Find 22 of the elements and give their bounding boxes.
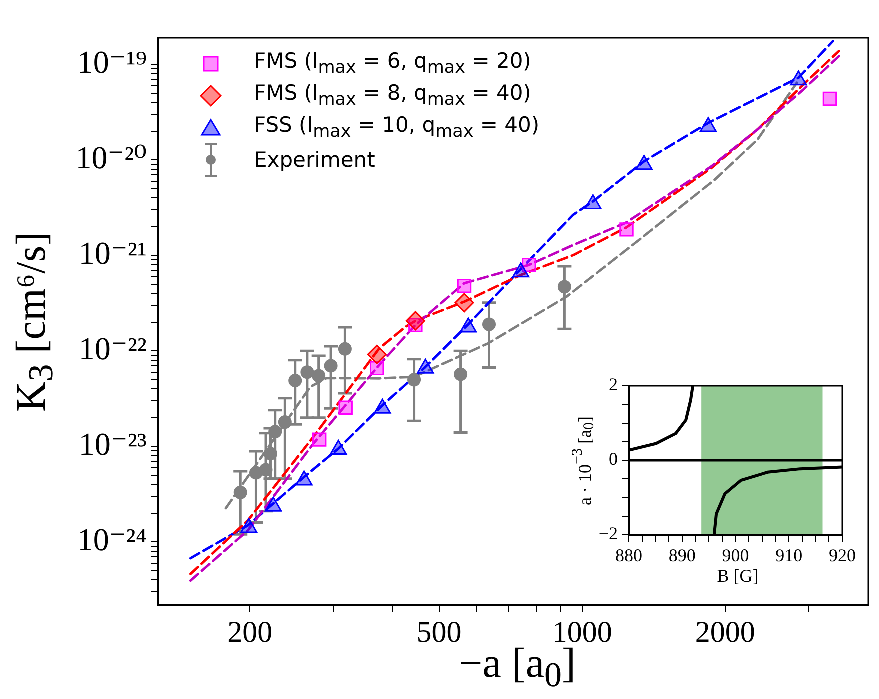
y-tick-label: 10⁻²³ (78, 426, 147, 462)
legend-label: FMS (l$_{max}$ = 6, q$_{max}$ = 20) (254, 49, 532, 79)
x-tick-label: 900 (722, 546, 750, 566)
x-axis-title: B [G] (716, 566, 760, 587)
y-tick-label: −2 (598, 524, 618, 544)
y-tick-label: 10⁻²⁴ (77, 522, 147, 558)
y-tick-label: 2 (609, 374, 618, 395)
legend-label: FMS (l$_{max}$ = 8, q$_{max}$ = 40) (254, 81, 532, 111)
y-tick-label: 10⁻²⁰ (76, 140, 147, 176)
x-tick-label: 890 (668, 546, 696, 566)
y-tick-label: 10⁻²¹ (78, 235, 147, 272)
x-tick-label: 2000 (695, 616, 756, 649)
x-tick-label: 920 (829, 546, 856, 566)
y-tick-label: 10⁻¹⁹ (77, 44, 147, 80)
y-tick-label: 10⁻²² (78, 330, 147, 367)
x-tick-label: 200 (228, 616, 273, 649)
x-tick-label: 910 (776, 546, 803, 566)
x-tick-label: 500 (416, 616, 462, 649)
legend-label: FSS (l$_{max}$ = 10, q$_{max}$ = 40) (254, 113, 540, 143)
y-tick-label: 0 (609, 449, 618, 470)
legend-label: Experiment (254, 148, 376, 172)
x-tick-label: 880 (616, 546, 642, 566)
